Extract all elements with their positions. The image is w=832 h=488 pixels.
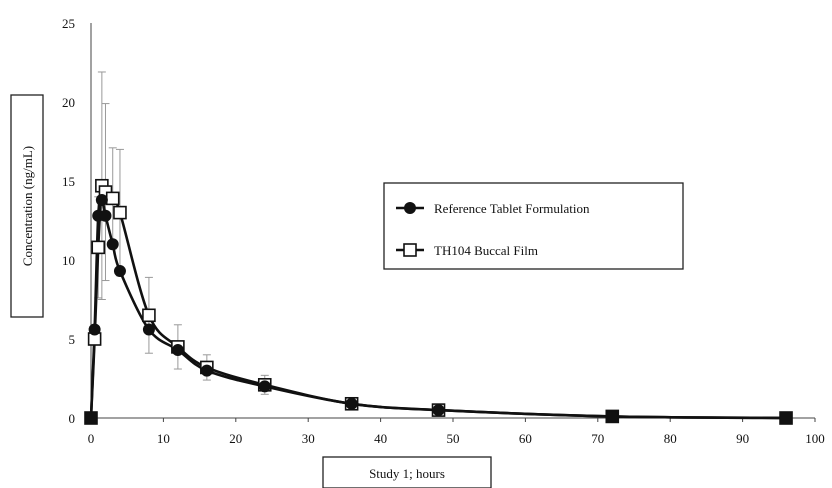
y-tick-label: 5 (69, 332, 76, 347)
legend-marker-reference (404, 202, 416, 214)
data-point-buccal (605, 409, 620, 424)
y-tick-label: 25 (62, 16, 75, 31)
x-tick-label: 50 (447, 431, 460, 446)
data-point-buccal (91, 240, 106, 255)
x-tick-label: 30 (302, 431, 315, 446)
data-point-reference (142, 323, 155, 336)
x-tick-label: 40 (374, 431, 387, 446)
x-axis-label: Study 1; hours (369, 466, 445, 481)
data-point-buccal (142, 308, 156, 323)
legend-label-reference: Reference Tablet Formulation (434, 201, 590, 216)
y-tick-label: 20 (62, 95, 75, 110)
legend-box (383, 182, 684, 270)
data-point-reference (113, 265, 126, 278)
legend-marker-buccal (403, 243, 417, 257)
y-tick-label: 0 (69, 411, 76, 426)
x-tick-label: 90 (736, 431, 749, 446)
data-point-buccal (779, 411, 793, 425)
data-point-buccal (84, 411, 98, 425)
x-axis-label-box (322, 456, 492, 488)
series-markers (84, 178, 793, 425)
data-point-reference (258, 380, 271, 393)
data-point-buccal (113, 205, 127, 220)
legend: Reference Tablet Formulation TH104 Bucca… (383, 182, 684, 270)
x-tick-label: 10 (157, 431, 170, 446)
data-point-reference (200, 364, 213, 377)
data-point-reference (99, 209, 112, 222)
data-point-reference (95, 193, 108, 206)
y-axis-label: Concentration (ng/mL) (20, 146, 35, 266)
x-tick-label: 70 (591, 431, 604, 446)
y-tick-label: 15 (62, 174, 75, 189)
x-tick-label: 80 (664, 431, 677, 446)
y-axis-label-box (10, 94, 44, 318)
data-point-buccal (105, 191, 120, 206)
data-point-reference (106, 238, 119, 251)
axes: 0 5 10 15 20 25 0 10 20 30 40 50 60 70 80 90 100 (62, 16, 825, 446)
x-tick-label: 20 (229, 431, 242, 446)
data-point-reference (432, 404, 445, 417)
x-tick-label: 60 (519, 431, 532, 446)
x-tick-label: 0 (88, 431, 95, 446)
legend-label-buccal: TH104 Buccal Film (434, 243, 538, 258)
x-tick-label: 100 (805, 431, 825, 446)
data-point-reference (88, 323, 101, 336)
y-tick-label: 10 (62, 253, 75, 268)
data-point-reference (171, 344, 184, 357)
data-point-reference (345, 397, 358, 410)
